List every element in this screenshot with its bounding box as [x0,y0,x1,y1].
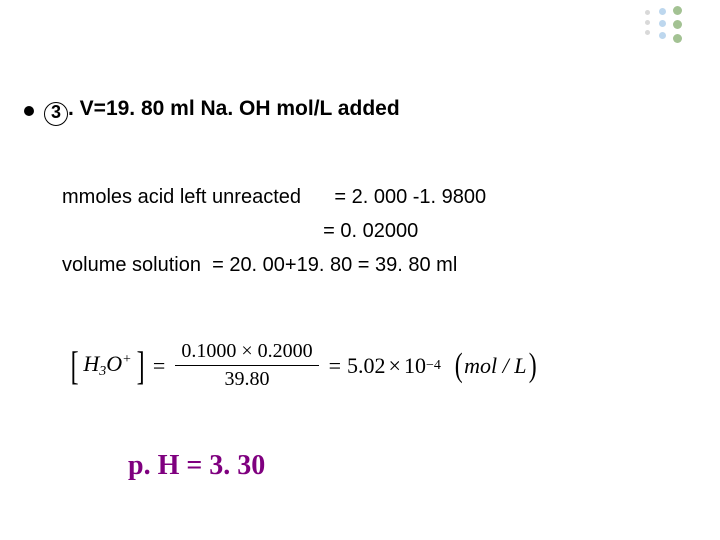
circled-number: 3 [44,102,68,126]
species: H3O+ [81,351,133,380]
species-H: H [83,351,99,376]
body-line3: volume solution = 20. 00+19. 80 = 39. 80… [62,254,457,276]
right-bracket-icon: ] [136,346,144,386]
body-line1-rhs: = 2. 000 -1. 9800 [334,186,486,208]
unit: mol / L [464,353,526,379]
equals-2: = [323,353,347,379]
body-line2-rhs: = 0. 02000 [323,220,418,242]
fraction: 0.1000 × 0.2000 39.80 [171,340,322,391]
equals-1: = [147,353,171,379]
left-bracket-icon: [ [71,346,79,386]
body-block: mmoles acid left unreacted = 2. 000 -1. … [62,180,486,282]
species-sup: + [122,352,131,367]
result-times: × [386,353,404,379]
result-exp: −4 [426,358,441,374]
body-line1-label: mmoles acid left unreacted [62,186,301,208]
right-paren-icon: ) [528,351,536,381]
slide: 3. V=19. 80 ml Na. OH mol/L added mmoles… [0,0,720,540]
result-base: 10 [404,353,426,379]
species-O: O [106,351,122,376]
formula: [ H3O+ ] = 0.1000 × 0.2000 39.80 = 5.02 … [68,340,538,391]
result-coeff: 5.02 [347,353,386,379]
ph-result: p. H = 3. 30 [128,450,265,482]
left-paren-icon: ( [455,351,463,381]
fraction-denominator: 39.80 [218,366,275,391]
title-text: V=19. 80 ml Na. OH mol/L added [74,97,400,120]
fraction-numerator: 0.1000 × 0.2000 [175,340,318,366]
bullet-icon [24,106,34,116]
title-line: 3. V=19. 80 ml Na. OH mol/L added [44,97,400,126]
